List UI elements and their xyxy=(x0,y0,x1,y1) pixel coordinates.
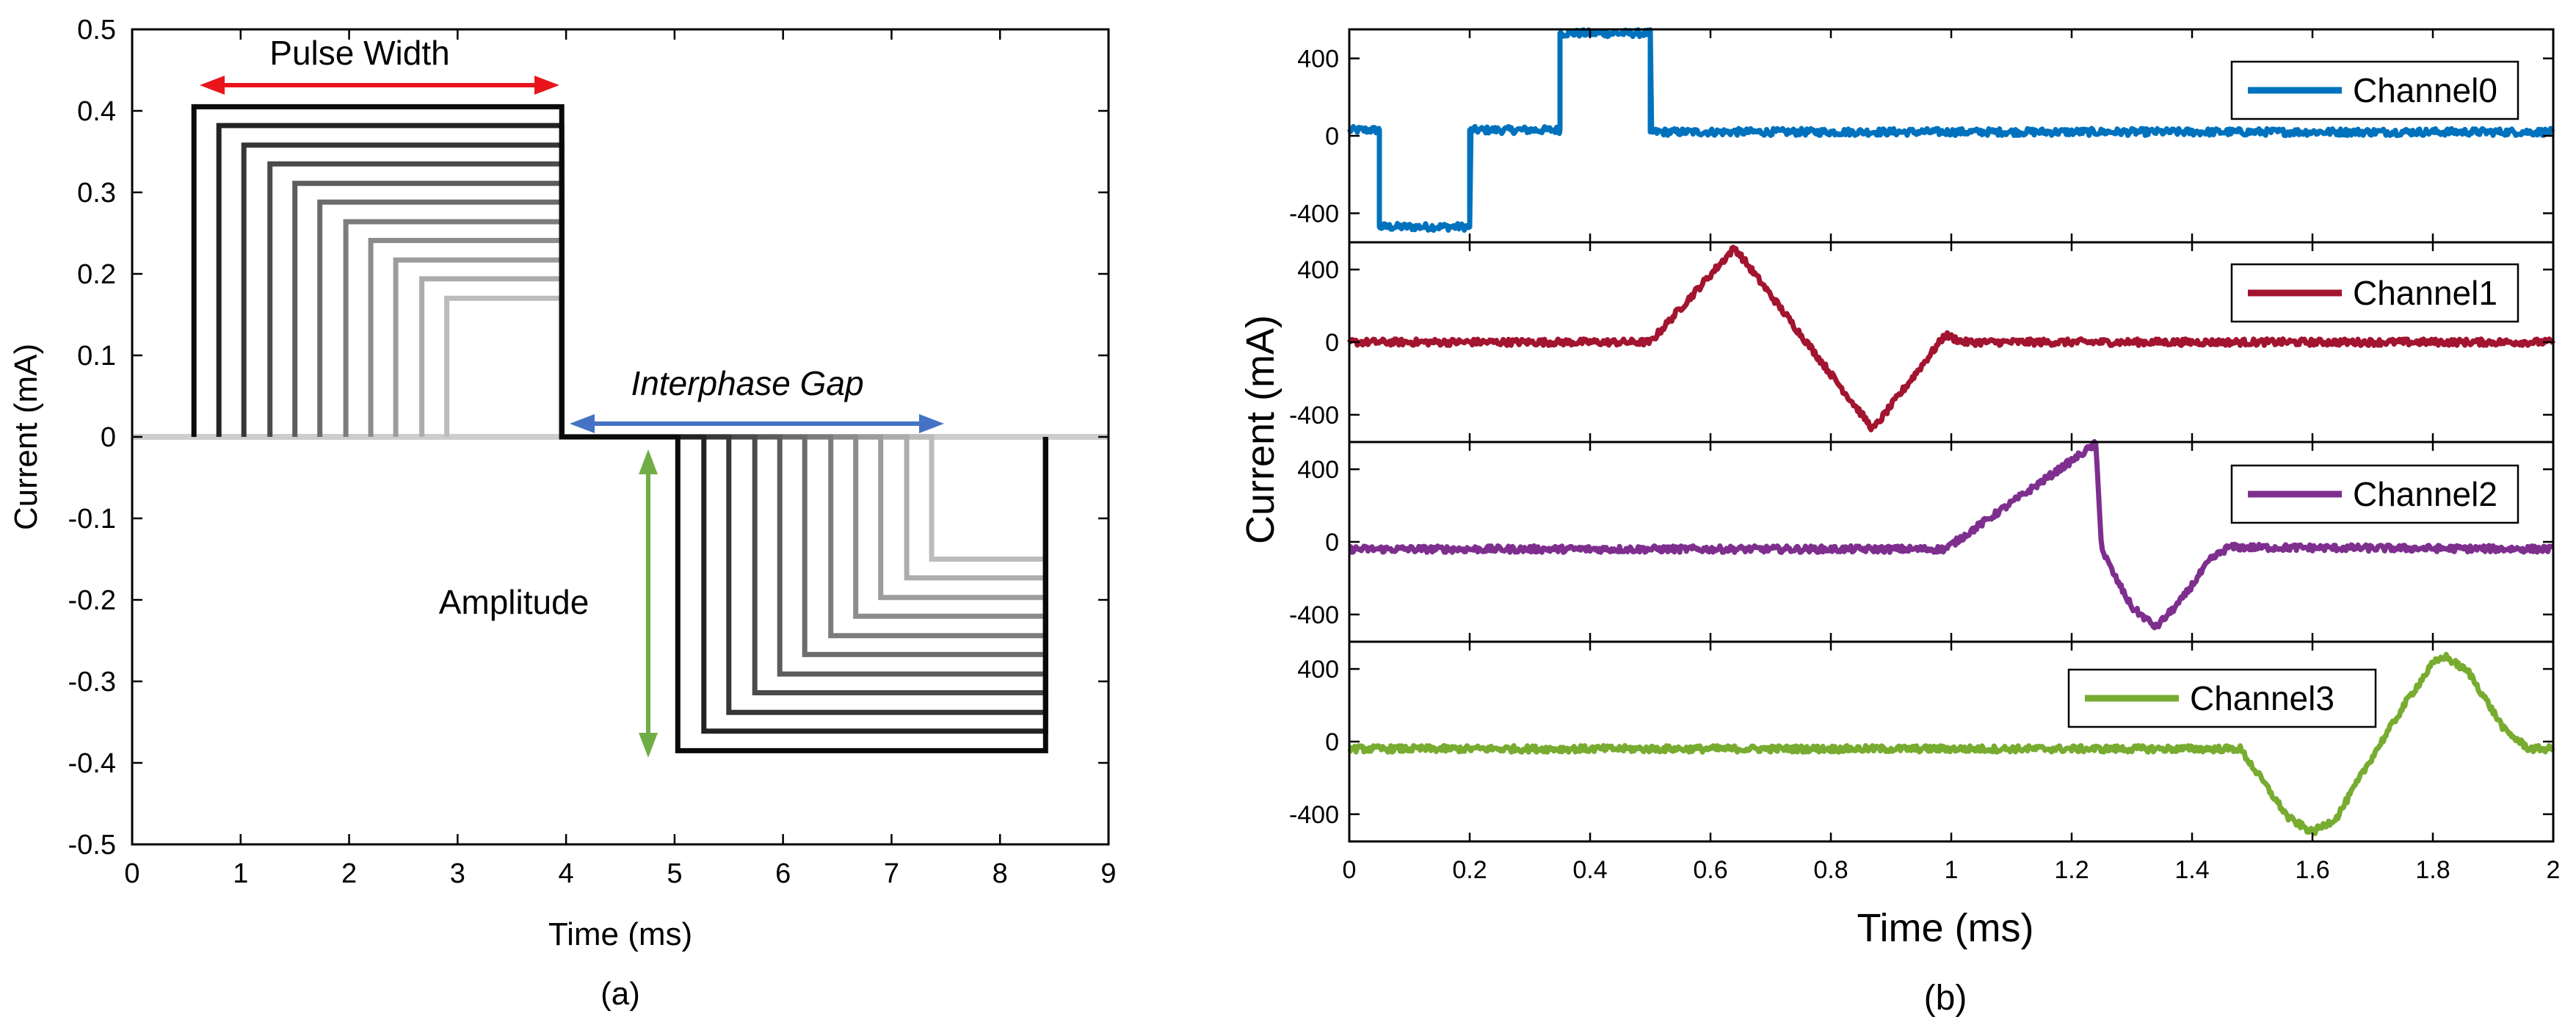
x-tick-label: 8 xyxy=(993,858,1008,889)
channel1-trace xyxy=(1346,245,2556,432)
y-tick-label: 0.4 xyxy=(77,96,116,127)
x-tick-label: 1.2 xyxy=(2054,856,2089,884)
panel-b-legends: Channel0 Channel1 Channel2 Channel3 xyxy=(2067,60,2519,728)
y-tick-label: 0.3 xyxy=(77,178,116,209)
y-tick-label: -0.1 xyxy=(68,504,116,535)
y-tick-label: -400 xyxy=(1289,601,1339,629)
y-tick-label: -0.2 xyxy=(68,585,116,616)
x-tick-label: 1 xyxy=(233,858,248,889)
pulse-width-label: Pulse Width xyxy=(269,34,449,72)
y-tick-label: -400 xyxy=(1289,200,1339,228)
x-tick-label: 2 xyxy=(341,858,357,889)
x-tick-label: 0.8 xyxy=(1813,856,1848,884)
y-tick-label: -0.3 xyxy=(68,667,116,698)
x-tick-label: 2 xyxy=(2547,856,2561,884)
panel-b-label: (b) xyxy=(1924,979,1967,1018)
x-tick-label: 0.2 xyxy=(1452,856,1487,884)
panel-a-traces xyxy=(132,104,1109,753)
panel-b-xlabel: Time (ms) xyxy=(1857,906,2034,950)
panel-a-xlabel: Time (ms) xyxy=(548,916,692,952)
pulse-7-trace xyxy=(343,219,1048,639)
legend-label-1: Channel1 xyxy=(2353,274,2497,312)
panel-a-chart: 0 1 2 3 4 5 6 7 8 9 0.5 0.4 0.3 0.2 0.1 0 -0.1 -0.2 -0.3 -0… xyxy=(8,15,1117,1012)
y-tick-label: 0 xyxy=(101,422,116,453)
panel-a-ylabel: Current (mA) xyxy=(8,344,44,530)
interphase-gap-label: Interphase Gap xyxy=(631,364,863,402)
x-tick-label: 7 xyxy=(884,858,899,889)
pulse-10-trace xyxy=(419,276,1048,581)
y-tick-label: 0.1 xyxy=(77,341,116,372)
y-tick-label: 400 xyxy=(1297,256,1339,284)
pulse-9-trace xyxy=(393,257,1048,601)
legend-label-3: Channel3 xyxy=(2190,679,2334,717)
y-tick-label: 0.2 xyxy=(77,259,116,290)
amplitude-arrowhead-top xyxy=(639,449,658,474)
pulse-width-arrowhead-right xyxy=(534,76,559,95)
panel-a-annotations: Pulse Width Interphase Gap Amplitude xyxy=(200,34,944,758)
pulse-1-trace xyxy=(191,104,1048,753)
y-tick-label: 400 xyxy=(1297,456,1339,484)
y-tick-label: 0.5 xyxy=(77,15,116,46)
amplitude-arrowhead-bottom xyxy=(639,733,658,758)
x-tick-label: 1.4 xyxy=(2174,856,2209,884)
x-tick-label: 0 xyxy=(124,858,139,889)
x-tick-label: 1 xyxy=(1945,856,1959,884)
y-tick-label: 0 xyxy=(1325,728,1339,756)
channel0-trace xyxy=(1346,27,2555,233)
x-tick-label: 4 xyxy=(559,858,574,889)
interphase-gap-arrowhead-left xyxy=(570,414,595,433)
pulse-11-trace xyxy=(444,295,1048,562)
x-tick-label: 1.6 xyxy=(2295,856,2329,884)
x-tick-label: 9 xyxy=(1100,858,1116,889)
panel-b-ylabel: Current (mA) xyxy=(1238,315,1282,544)
amplitude-label: Amplitude xyxy=(439,583,589,621)
y-tick-label: 400 xyxy=(1297,46,1339,73)
y-tick-label: 0 xyxy=(1325,123,1339,151)
y-tick-label: -0.5 xyxy=(68,830,116,861)
pulse-5-trace xyxy=(292,181,1048,677)
x-tick-label: 0.4 xyxy=(1572,856,1607,884)
y-tick-label: -400 xyxy=(1289,801,1339,829)
x-tick-label: 0 xyxy=(1343,856,1357,884)
x-tick-label: 5 xyxy=(667,858,682,889)
pulse-6-trace xyxy=(317,199,1048,657)
x-tick-label: 0.6 xyxy=(1693,856,1727,884)
channel2-trace xyxy=(1348,439,2555,631)
y-tick-label: 0 xyxy=(1325,529,1339,557)
panel-a-ticks: 0 1 2 3 4 5 6 7 8 9 0.5 0.4 0.3 0.2 0.1 0 -0.1 -0.2 -0.3 -0… xyxy=(68,15,1117,889)
y-tick-label: 0 xyxy=(1325,329,1339,357)
y-tick-label: -0.4 xyxy=(68,748,116,779)
interphase-gap-arrowhead-right xyxy=(919,414,944,433)
panel-b-traces xyxy=(1346,27,2556,836)
y-tick-label: 400 xyxy=(1297,656,1339,684)
x-tick-label: 6 xyxy=(775,858,791,889)
panel-a-label: (a) xyxy=(601,976,640,1012)
x-tick-label: 1.8 xyxy=(2415,856,2450,884)
y-tick-label: -400 xyxy=(1289,402,1339,430)
pulse-width-arrowhead-left xyxy=(200,76,225,95)
x-tick-label: 3 xyxy=(450,858,465,889)
legend-label-2: Channel2 xyxy=(2353,475,2497,513)
legend-label-0: Channel0 xyxy=(2353,71,2497,109)
channel3-trace xyxy=(1347,651,2555,836)
